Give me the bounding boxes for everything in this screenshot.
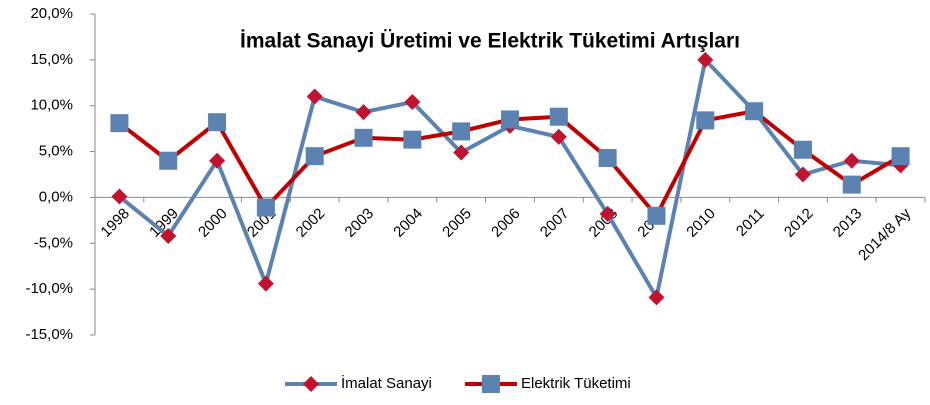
series-line (118, 57, 901, 300)
x-tick-label: 2007 (537, 205, 573, 241)
x-tick-label: 2005 (439, 205, 475, 241)
data-point (306, 88, 323, 105)
data-point (160, 227, 177, 244)
data-point (305, 147, 324, 166)
y-tick-label: 5,0% (39, 143, 73, 160)
data-point (159, 151, 178, 170)
data-point (697, 51, 714, 68)
data-point (794, 166, 811, 183)
legend-label: İmalat Sanayi (341, 374, 432, 392)
data-point (598, 148, 617, 167)
y-tick-label: 20,0% (30, 5, 73, 22)
data-point (501, 110, 519, 129)
legend-label: Elektrik Tüketimi (521, 375, 631, 392)
data-point (404, 94, 421, 111)
data-point (110, 114, 129, 133)
data-point (550, 128, 567, 145)
y-tick-label: -15,0% (25, 326, 73, 343)
data-point (256, 198, 275, 217)
y-tick-label: -5,0% (34, 234, 73, 251)
data-point (208, 113, 227, 132)
data-point (354, 128, 373, 147)
x-tick-label: 2011 (733, 205, 768, 240)
data-point (452, 122, 471, 141)
data-point (843, 152, 860, 169)
data-point (257, 275, 274, 292)
y-tick-label: -10,0% (25, 280, 73, 297)
x-tick-label: 2010 (683, 205, 719, 241)
x-tick-label: 2014/8 Ay (855, 205, 914, 264)
data-point (648, 289, 665, 306)
x-tick-label: 1998 (97, 205, 133, 241)
x-tick-label: 2003 (342, 205, 378, 241)
y-tick-label: 0,0% (39, 188, 73, 205)
data-point (403, 130, 422, 149)
data-point (793, 140, 812, 159)
x-tick-label: 2013 (830, 205, 866, 241)
y-tick-label: 10,0% (30, 97, 73, 114)
data-point (549, 107, 568, 126)
legend-marker (482, 375, 500, 393)
x-tick-label: 2000 (195, 205, 231, 241)
chart-title: İmalat Sanayi Üretimi ve Elektrik Tüketi… (240, 30, 740, 53)
legend-marker (303, 376, 319, 392)
y-tick-label: 15,0% (30, 51, 73, 68)
x-tick-label: 2006 (488, 205, 524, 241)
data-point (599, 205, 616, 222)
data-point (355, 104, 372, 121)
data-point (209, 152, 226, 169)
data-point (647, 206, 666, 225)
data-point (453, 144, 470, 161)
x-tick-label: 2004 (390, 205, 426, 241)
data-point (696, 111, 715, 130)
x-tick-label: 2002 (293, 205, 329, 241)
x-tick-label: 2012 (781, 205, 817, 241)
data-point (111, 188, 128, 205)
data-point (745, 102, 764, 121)
data-point (891, 147, 910, 166)
data-point (842, 175, 861, 194)
